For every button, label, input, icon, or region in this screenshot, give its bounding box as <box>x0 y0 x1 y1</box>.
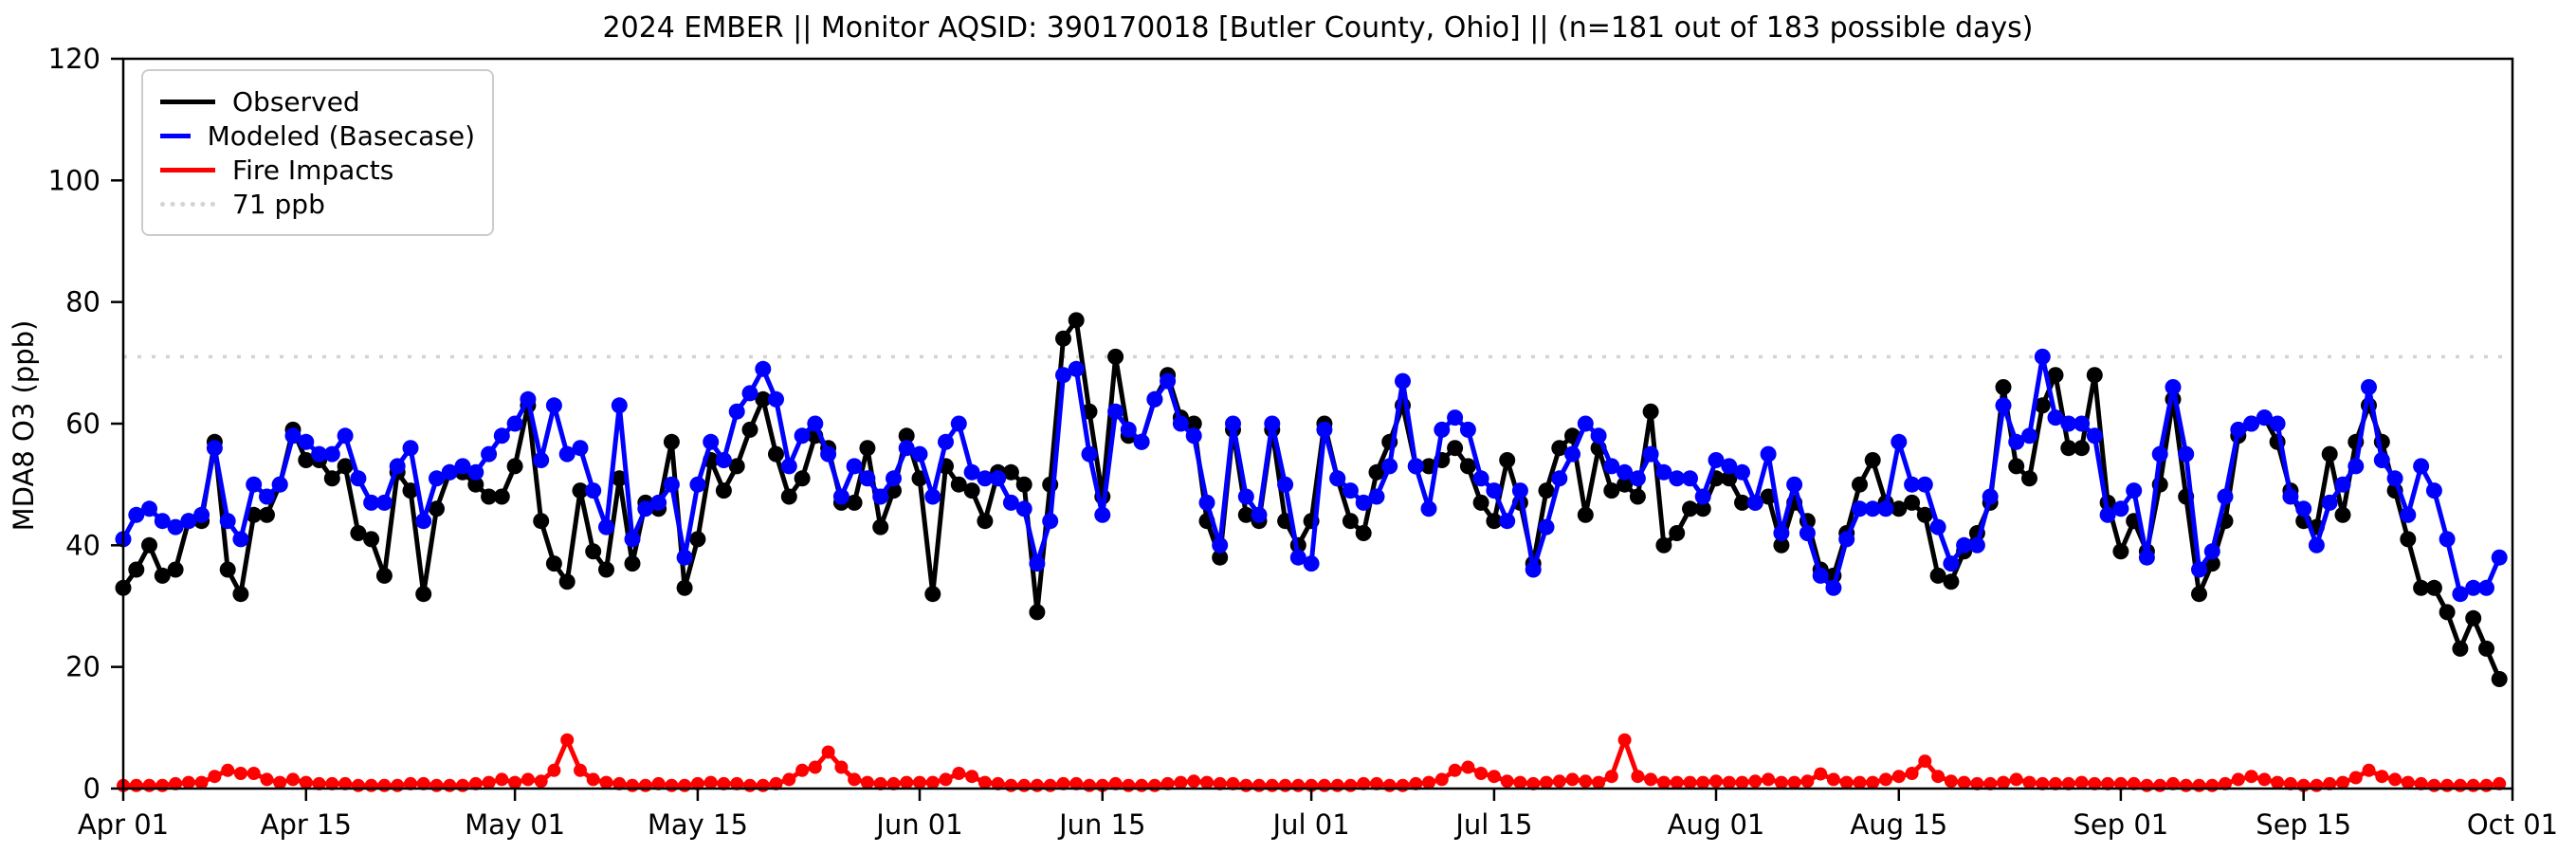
y-tick-label: 0 <box>83 772 100 805</box>
x-tick-label: Jun 01 <box>874 808 962 841</box>
legend-item-71ppb: 71 ppb <box>160 187 475 221</box>
modeled-line-swatch-icon <box>160 133 191 138</box>
y-tick-label: 80 <box>65 286 100 318</box>
y-tick-label: 100 <box>48 164 100 196</box>
x-tick-label: Apr 01 <box>78 808 169 841</box>
legend: Observed Modeled (Basecase) Fire Impacts… <box>141 69 494 236</box>
legend-label: 71 ppb <box>232 188 325 220</box>
observed-line <box>120 318 2502 681</box>
y-tick-label: 60 <box>65 408 100 440</box>
y-tick-label: 40 <box>65 529 100 561</box>
x-tick-label: Jul 15 <box>1453 808 1532 841</box>
modeled-basecase-markers <box>115 348 2508 603</box>
x-tick-label: May 01 <box>465 808 565 841</box>
x-tick-label: May 15 <box>648 808 748 841</box>
legend-item-fire: Fire Impacts <box>160 153 475 187</box>
legend-label: Fire Impacts <box>232 154 394 186</box>
x-tick-label: Sep 01 <box>2073 808 2168 841</box>
x-tick-label: Jul 01 <box>1271 808 1350 841</box>
chart-title: 2024 EMBER || Monitor AQSID: 390170018 [… <box>602 11 2034 45</box>
fire-impacts-markers <box>117 733 2507 792</box>
y-tick-label: 120 <box>48 43 100 75</box>
legend-label: Observed <box>232 85 360 118</box>
legend-item-observed: Observed <box>160 84 475 118</box>
x-tick-label: Apr 15 <box>261 808 352 841</box>
y-axis-label: MDA8 O3 (ppb) <box>8 319 40 532</box>
legend-item-modeled: Modeled (Basecase) <box>160 118 475 153</box>
x-tick-label: Aug 01 <box>1668 808 1765 841</box>
legend-label: Modeled (Basecase) <box>207 119 475 152</box>
x-tick-label: Aug 15 <box>1850 808 1947 841</box>
x-tick-label: Sep 15 <box>2256 808 2351 841</box>
x-tick-label: Oct 01 <box>2467 808 2558 841</box>
y-tick-label: 20 <box>65 651 100 683</box>
observed-line-swatch-icon <box>160 99 215 104</box>
fire-line-swatch-icon <box>160 167 215 172</box>
reference-line-swatch-icon <box>160 201 215 207</box>
x-tick-label: Jun 15 <box>1057 808 1145 841</box>
observed-markers <box>115 312 2508 687</box>
